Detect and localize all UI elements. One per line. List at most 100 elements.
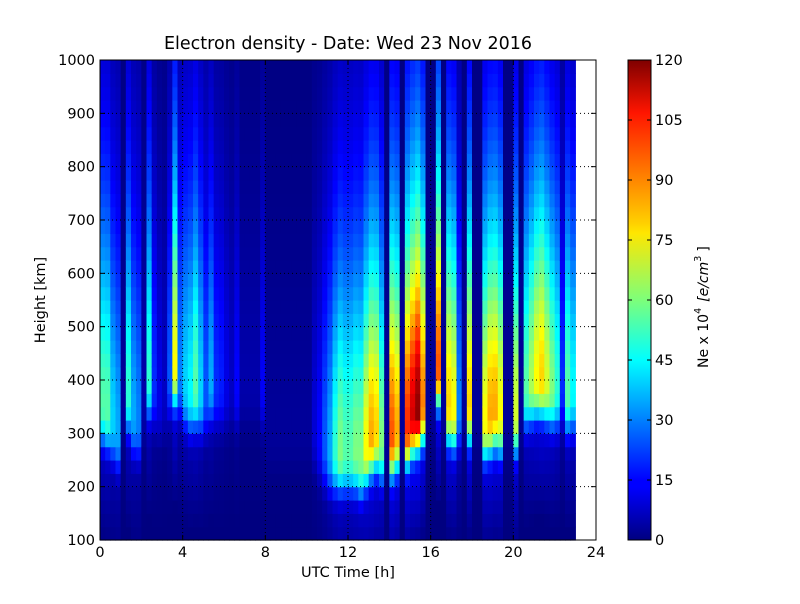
heatmap-cell [213, 420, 220, 434]
heatmap-cell [472, 326, 478, 341]
heatmap-cell [203, 326, 210, 341]
heatmap-cell [203, 460, 210, 474]
heatmap-cell [120, 353, 127, 368]
heatmap-cell [260, 313, 266, 328]
heatmap-cell [167, 206, 173, 221]
heatmap-cell [105, 140, 111, 154]
heatmap-cell [389, 486, 396, 501]
heatmap-cell [503, 206, 509, 221]
heatmap-cell [244, 406, 251, 421]
heatmap-cell [249, 220, 256, 234]
heatmap-cell [518, 513, 525, 528]
heatmap-cell [554, 473, 561, 488]
heatmap-cell [492, 500, 499, 514]
heatmap-cell [182, 126, 189, 141]
heatmap-cell [265, 460, 272, 474]
heatmap-cell [234, 140, 241, 154]
heatmap-cell [565, 326, 571, 341]
heatmap-cell [115, 286, 122, 301]
heatmap-cell [446, 526, 452, 541]
heatmap-cell [162, 313, 168, 328]
heatmap-cell [100, 273, 106, 288]
heatmap-cell [286, 233, 292, 248]
heatmap-cell [461, 220, 468, 234]
heatmap-cell [229, 220, 235, 234]
heatmap-cell [559, 353, 566, 368]
heatmap-cell [249, 260, 256, 274]
heatmap-cell [291, 433, 297, 448]
heatmap-cell [244, 460, 251, 474]
heatmap-cell [162, 526, 168, 541]
colorbar-tick-label: 75 [655, 233, 673, 249]
heatmap-cell [286, 366, 292, 381]
heatmap-cell [270, 233, 277, 248]
heatmap-cell [208, 526, 215, 541]
heatmap-cell [472, 366, 478, 381]
heatmap-cell [156, 153, 163, 168]
heatmap-cell [539, 126, 545, 141]
heatmap-cell [172, 100, 179, 114]
heatmap-cell [255, 513, 261, 528]
heatmap-cell [332, 406, 339, 421]
heatmap-cell [275, 460, 282, 474]
heatmap-cell [151, 126, 158, 141]
heatmap-cell [394, 313, 401, 328]
heatmap-cell [503, 246, 509, 261]
heatmap-cell [198, 60, 204, 74]
heatmap-cell [342, 526, 349, 541]
heatmap-cell [311, 86, 318, 101]
heatmap-cell [317, 153, 323, 168]
heatmap-cell [513, 180, 520, 194]
heatmap-cell [327, 313, 334, 328]
heatmap-cell [420, 500, 427, 514]
heatmap-cell [394, 326, 401, 341]
heatmap-cell [198, 246, 204, 261]
heatmap-cell [120, 206, 127, 221]
heatmap-cell [141, 273, 148, 288]
heatmap-cell [415, 406, 421, 421]
heatmap-cell [167, 86, 173, 101]
heatmap-cell [172, 486, 179, 501]
heatmap-cell [523, 353, 530, 368]
heatmap-cell [115, 273, 122, 288]
heatmap-cell [384, 286, 390, 301]
heatmap-cell [218, 433, 225, 448]
heatmap-cell [229, 86, 235, 101]
heatmap-cell [275, 220, 282, 234]
heatmap-cell [203, 73, 210, 88]
heatmap-cell [249, 380, 256, 394]
heatmap-cell [513, 313, 520, 328]
heatmap-cell [172, 433, 179, 448]
heatmap-cell [105, 86, 111, 101]
heatmap-cell [182, 233, 189, 248]
heatmap-cell [523, 286, 530, 301]
heatmap-cell [559, 166, 566, 181]
heatmap-cell [441, 140, 447, 154]
heatmap-cell [296, 206, 303, 221]
heatmap-cell [296, 313, 303, 328]
heatmap-cell [265, 246, 272, 261]
heatmap-cell [559, 340, 566, 354]
heatmap-cell [280, 300, 287, 314]
heatmap-cell [162, 100, 168, 114]
heatmap-cell [260, 380, 266, 394]
heatmap-cell [559, 420, 566, 434]
heatmap-cell [120, 73, 127, 88]
heatmap-cell [342, 113, 349, 128]
heatmap-cell [389, 513, 396, 528]
heatmap-cell [435, 260, 442, 274]
heatmap-cell [549, 433, 556, 448]
heatmap-cell [141, 526, 148, 541]
heatmap-cell [472, 73, 478, 88]
heatmap-cell [425, 380, 432, 394]
heatmap-cell [503, 326, 509, 341]
heatmap-cell [373, 60, 380, 74]
heatmap-cell [415, 153, 421, 168]
heatmap-cell [487, 86, 494, 101]
heatmap-cell [187, 380, 194, 394]
heatmap-cell [286, 113, 292, 128]
heatmap-cell [136, 193, 142, 208]
heatmap-cell [244, 353, 251, 368]
heatmap-cell [410, 60, 416, 74]
heatmap-cell [322, 446, 328, 461]
